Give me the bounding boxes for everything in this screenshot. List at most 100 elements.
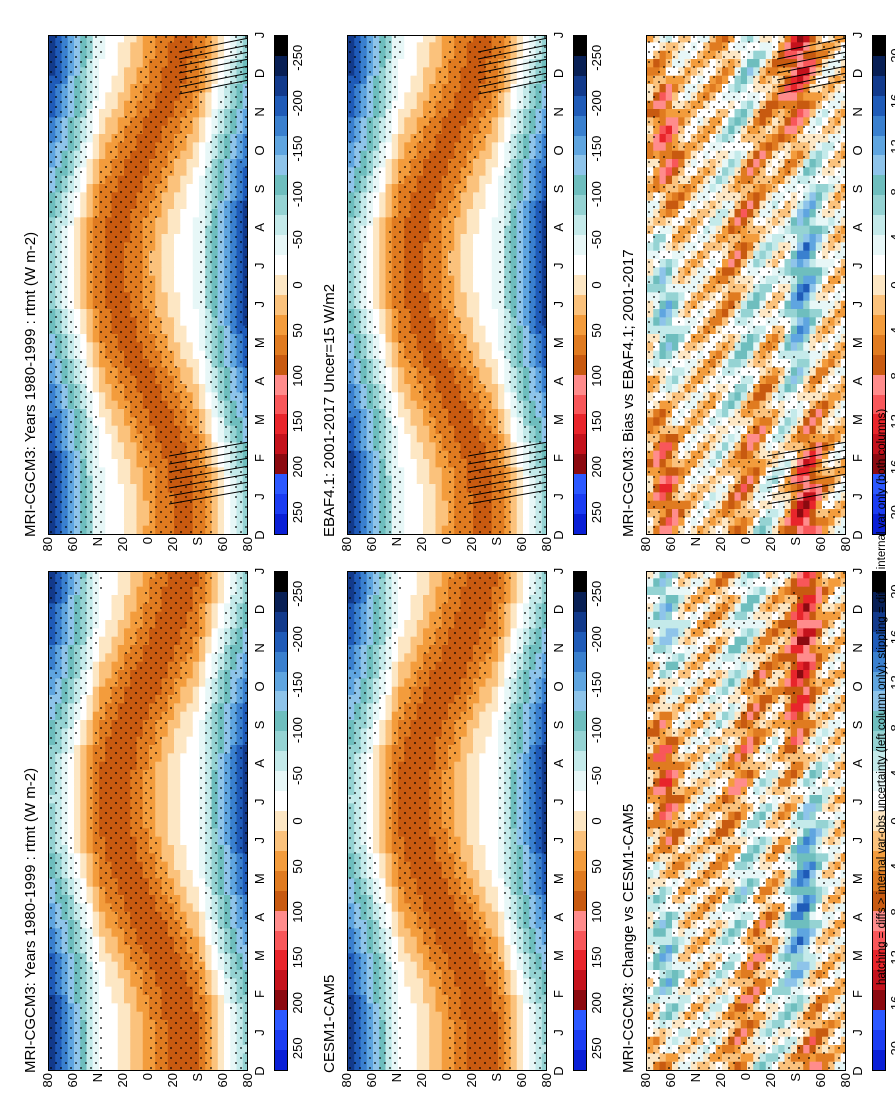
stipple-dot xyxy=(120,241,122,243)
heatmap-cell xyxy=(192,291,200,301)
heatmap-cell xyxy=(117,58,125,68)
stipple-dot xyxy=(65,426,67,428)
heatmap-cell xyxy=(186,433,194,443)
heatmap-cell xyxy=(192,736,200,745)
heatmap-cell xyxy=(174,275,181,284)
heatmap-cell xyxy=(199,1019,206,1029)
heatmap-cell xyxy=(211,233,219,243)
heatmap-cell xyxy=(149,250,156,259)
stipple-dot xyxy=(240,231,242,233)
heatmap-cell xyxy=(117,125,125,134)
stipple-dot xyxy=(175,46,177,48)
heatmap-cell xyxy=(149,408,156,418)
heatmap-cell xyxy=(55,366,63,376)
heatmap-cell xyxy=(211,702,219,712)
stipple-dot xyxy=(55,56,57,58)
heatmap-cell xyxy=(142,844,150,854)
heatmap-cell xyxy=(149,919,156,929)
stipple-dot xyxy=(75,516,77,518)
heatmap-cell xyxy=(111,802,119,812)
stipple-dot xyxy=(240,391,242,393)
heatmap-cell xyxy=(230,677,238,687)
heatmap-cell xyxy=(142,250,150,259)
heatmap-cell xyxy=(211,844,219,854)
stipple-dot xyxy=(120,291,122,293)
heatmap-cell xyxy=(192,141,200,151)
heatmap-cell xyxy=(130,433,138,443)
heatmap-cell xyxy=(99,225,106,234)
stipple-dot xyxy=(160,471,162,473)
heatmap-cell xyxy=(186,100,194,109)
heatmap-cell xyxy=(86,250,94,259)
stipple-dot xyxy=(80,381,82,383)
stipple-dot xyxy=(90,81,92,83)
stipple-dot xyxy=(215,166,217,168)
heatmap-cell xyxy=(74,844,81,854)
heatmap-cell xyxy=(224,1052,231,1062)
stipple-dot xyxy=(150,141,152,143)
stipple-dot xyxy=(145,216,147,218)
heatmap-cell xyxy=(236,391,244,401)
heatmap-cell xyxy=(161,994,169,1004)
heatmap-cell xyxy=(55,158,63,168)
heatmap-cell xyxy=(105,91,113,101)
heatmap-cell xyxy=(117,441,125,451)
stipple-dot xyxy=(245,496,247,498)
heatmap-cell xyxy=(217,1061,225,1070)
heatmap-cell xyxy=(80,802,88,812)
heatmap-cell xyxy=(192,777,200,787)
stipple-dot xyxy=(135,226,137,228)
heatmap-cell xyxy=(217,225,225,234)
heatmap-cell xyxy=(192,275,200,284)
stipple-dot xyxy=(140,401,142,403)
heatmap-cell xyxy=(117,291,125,301)
heatmap-cell xyxy=(186,125,194,134)
stipple-dot xyxy=(60,211,62,213)
stipple-dot xyxy=(80,101,82,103)
colorbar-swatch xyxy=(275,474,287,495)
stipple-dot xyxy=(95,516,97,518)
heatmap-cell xyxy=(186,819,194,829)
heatmap-cell xyxy=(192,927,200,937)
heatmap-cell xyxy=(49,661,56,670)
heatmap-cell xyxy=(92,661,100,670)
stipple-dot xyxy=(230,451,232,453)
heatmap-cell xyxy=(224,333,231,343)
heatmap-cell xyxy=(124,133,131,143)
stipple-dot xyxy=(140,301,142,303)
stipple-dot xyxy=(240,101,242,103)
stipple-dot xyxy=(95,276,97,278)
heatmap-cell xyxy=(49,1019,56,1029)
x-tick-label: J xyxy=(252,301,267,308)
heatmap-cell xyxy=(217,869,225,879)
heatmap-cell xyxy=(199,969,206,979)
stipple-dot xyxy=(60,131,62,133)
heatmap-cell xyxy=(136,383,144,393)
heatmap-cell xyxy=(74,944,81,954)
heatmap-cell xyxy=(242,266,248,276)
heatmap-cell xyxy=(192,358,200,368)
heatmap-cell xyxy=(86,283,94,293)
stipple-dot xyxy=(95,246,97,248)
stipple-dot xyxy=(85,96,87,98)
heatmap-cell xyxy=(124,1011,131,1020)
heatmap-cell xyxy=(117,233,125,243)
stipple-dot xyxy=(50,371,52,373)
heatmap-cell xyxy=(199,927,206,937)
heatmap-cell xyxy=(99,433,106,443)
heatmap-cell xyxy=(55,166,63,176)
heatmap-cell xyxy=(142,1019,150,1029)
stipple-dot xyxy=(65,526,67,528)
heatmap-cell xyxy=(217,994,225,1004)
stipple-dot xyxy=(140,271,142,273)
heatmap-cell xyxy=(74,83,81,93)
stipple-dot xyxy=(130,181,132,183)
heatmap-cell xyxy=(174,91,181,101)
heatmap-cell xyxy=(155,166,163,176)
stipple-dot xyxy=(200,441,202,443)
heatmap-cell xyxy=(155,1044,163,1054)
heatmap-cell xyxy=(124,525,131,534)
heatmap-cell xyxy=(99,719,106,729)
heatmap-cell xyxy=(242,994,248,1004)
heatmap-cell xyxy=(67,669,75,679)
